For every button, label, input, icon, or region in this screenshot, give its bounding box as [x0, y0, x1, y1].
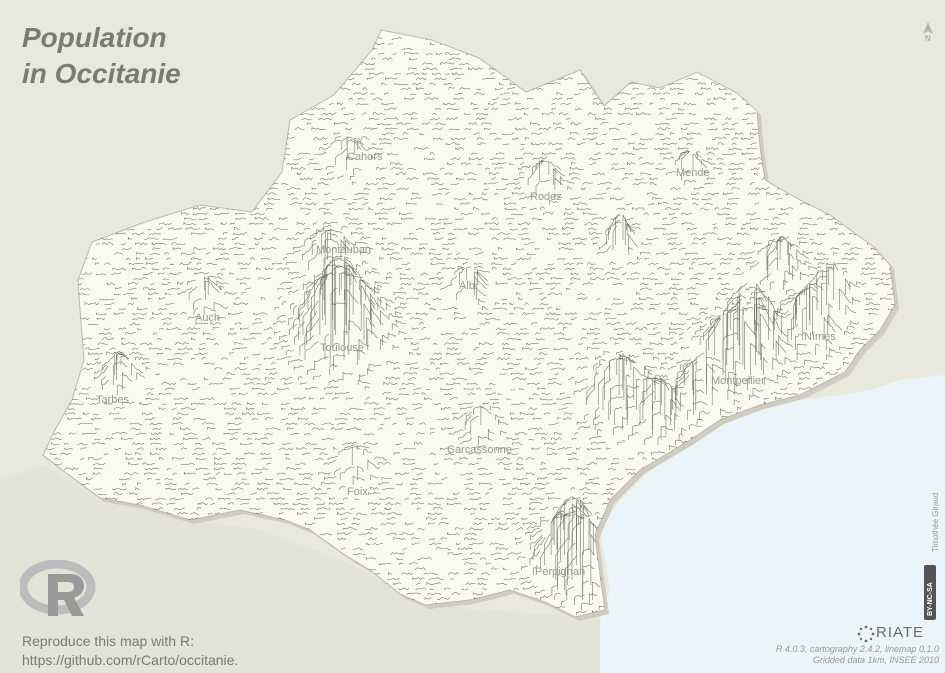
city-label: Foix: [347, 486, 368, 498]
reproduce-note: Reproduce this map with R: https://githu…: [22, 632, 238, 670]
city-label: Cahors: [347, 151, 383, 163]
city-label: Nîmes: [804, 331, 836, 343]
population-line: [43, 220, 895, 236]
city-label: Toulouse: [320, 342, 364, 354]
north-label: N: [925, 34, 931, 43]
city-label: Perpignan: [535, 566, 585, 578]
city-label: Auch: [195, 312, 220, 324]
city-labels: Cahors Mende Rodez Montauban Albi Auch T…: [96, 151, 836, 578]
riate-logo-icon: [857, 625, 875, 643]
city-label: Tarbes: [96, 394, 130, 406]
population-line: [43, 283, 895, 351]
reproduce-link[interactable]: https://github.com/rCarto/occitanie.: [22, 652, 239, 668]
city-label: Mende: [676, 167, 710, 179]
map-title: Population in Occitanie: [22, 20, 181, 92]
credits-line-2: Gridded data 1km, INSEE 2010: [812, 655, 939, 665]
city-label: Albi: [459, 280, 477, 292]
city-label: Rodez: [530, 191, 562, 203]
population-line: [43, 295, 883, 361]
author-credit: Timothée Giraud: [931, 492, 940, 552]
riate-logo-text: RIATE: [876, 624, 925, 641]
sea: [600, 375, 945, 673]
city-label: Montpellier: [711, 375, 765, 387]
title-line-2: in Occitanie: [22, 58, 181, 89]
population-line: [43, 297, 862, 356]
license-badge-icon: [924, 565, 936, 620]
neighbor-land: [0, 465, 600, 673]
title-line-1: Population: [22, 22, 167, 53]
city-label: Montauban: [316, 244, 371, 256]
reproduce-line-1: Reproduce this map with R:: [22, 633, 194, 649]
city-label: Carcassonne: [447, 444, 512, 456]
license-label: BY-NC-SA: [927, 582, 934, 616]
credits: R 4.0.3, cartography 2.4.2, linemap 0.1.…: [776, 644, 939, 666]
credits-line-1: R 4.0.3, cartography 2.4.2, linemap 0.1.…: [775, 644, 939, 654]
population-line: [43, 258, 895, 281]
north-arrow-icon: [923, 22, 933, 34]
r-logo-icon: [20, 560, 96, 616]
occitanie-region: [42, 29, 896, 618]
population-line: [43, 261, 893, 301]
